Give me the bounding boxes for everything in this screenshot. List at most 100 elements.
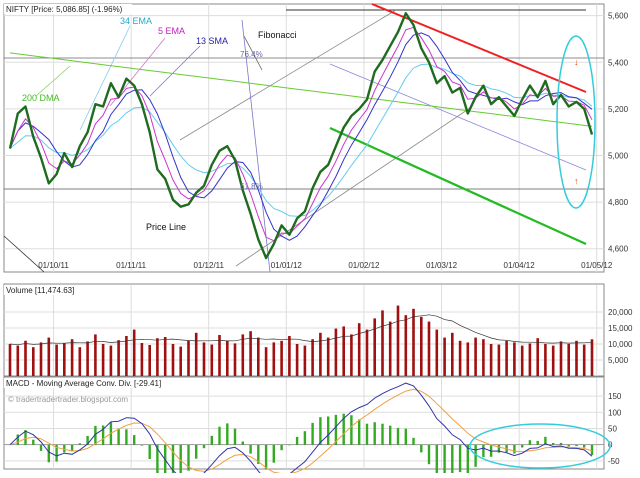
macd-histogram-bar [16,434,19,445]
volume-bar [388,321,392,376]
volume-bar [342,326,345,376]
volume-bar [466,342,470,376]
watermark: tradertradertrader.blogspot.com [16,395,128,404]
volume-bar [132,329,136,376]
ema5-line [9,26,593,242]
volume-bar [443,337,446,376]
macd-histogram-bar [420,444,423,453]
macd-histogram-bar [327,416,330,445]
down-arrow-icon: ↓ [574,57,579,67]
macd-histogram-bar [295,436,299,445]
macd-histogram-bar [350,415,353,445]
macd-histogram-bar [202,444,206,449]
volume-bar [218,335,221,376]
volume-bar [187,340,190,376]
volume-bar [264,347,268,376]
macd-histogram-bar [125,429,128,445]
macd-histogram-bar [389,425,392,445]
macd-histogram-bar [427,444,431,465]
macd-signal-line [9,388,593,475]
volume-bar [544,344,547,376]
volume-bar [63,343,66,376]
macd-histogram-bar [365,423,369,445]
macd-histogram-bar [536,440,539,445]
volume-bar [78,347,82,376]
fib-pointer [243,35,263,71]
volume-bar [474,337,477,376]
macd-histogram-bar [583,444,586,448]
x-tick-label: 01/03/12 [426,261,458,270]
volume-bar [210,344,214,376]
price-panel-frame [3,3,605,273]
macd-histogram-bar [272,444,275,463]
volume-bar [381,310,384,376]
macd-histogram-bar [458,444,462,473]
volume-bar [125,336,128,376]
volume-bar [513,342,516,376]
x-tick-label: 01/02/12 [348,261,380,270]
volume-bar [70,339,74,376]
volume-bar [163,337,167,376]
resistance-red-line [371,3,587,93]
macd-histogram-bar [404,428,407,445]
volume-title-bg [4,285,116,295]
volume-bar [451,332,454,376]
macd-histogram-bar [94,425,97,445]
macd-histogram-bar [171,444,175,478]
macd-histogram-bar [497,444,501,453]
volume-bar [171,344,175,376]
sma13-pointer [149,45,201,97]
sma13-line [9,32,593,241]
macd-histogram-bar [567,444,570,447]
volume-bar [117,340,120,376]
volume-bar [435,329,439,376]
volume-bar [241,334,245,376]
volume-bar [94,334,97,376]
volume-y-tick-label: 15,000 [608,324,633,333]
macd-histogram-bar [575,444,578,447]
volume-bar [303,345,307,376]
volume-average-line [9,314,593,346]
volume-y-tick-label: 5,000 [608,356,629,365]
volume-bar [482,339,485,376]
volume-bar [326,337,330,376]
support-green-line [329,126,587,246]
macd-histogram-bar [303,431,307,445]
volume-bar [582,344,586,376]
volume-bar [373,318,376,376]
volume-bar [8,344,12,376]
macd-histogram-bar [179,444,182,478]
macd-y-tick-label: 150 [608,392,622,401]
macd-histogram-bar [249,444,252,454]
macd-histogram-bar [528,440,532,445]
volume-bar [575,340,578,376]
macd-histogram-bar [474,444,477,467]
macd-histogram-bar [32,439,35,445]
channel-upper-line [179,9,397,141]
volume-bar [101,344,105,376]
macd-histogram-bar [466,444,469,475]
macd-histogram-bar [311,422,314,445]
volume-bar [24,340,27,376]
macd-histogram-bar [334,414,338,445]
volume-y-tick-label: 10,000 [608,340,633,349]
dma200-label: 200 DMA [22,93,60,103]
macd-histogram-bar [559,442,563,445]
volume-bar [179,346,182,376]
macd-y-tick-label: 50 [608,425,617,434]
up-arrow-icon: ↑ [574,176,579,186]
macd-histogram-bar [319,417,322,445]
macd-histogram-bar [435,444,438,475]
volume-bar [140,343,144,376]
macd-histogram-bar [47,444,50,463]
macd-histogram-bar [164,444,167,478]
fibonacci-label: Fibonacci [258,30,297,40]
volume-bar [280,340,283,376]
volume-y-tick-label: 20,000 [608,308,633,317]
sma13-label: 13 SMA [196,36,228,46]
price-y-tick-label: 5,200 [608,105,629,114]
price-title: NIFTY [Price: 5,086.85] (-1.96%) [6,5,123,14]
volume-bar [520,345,524,376]
volume-bar [357,323,361,376]
